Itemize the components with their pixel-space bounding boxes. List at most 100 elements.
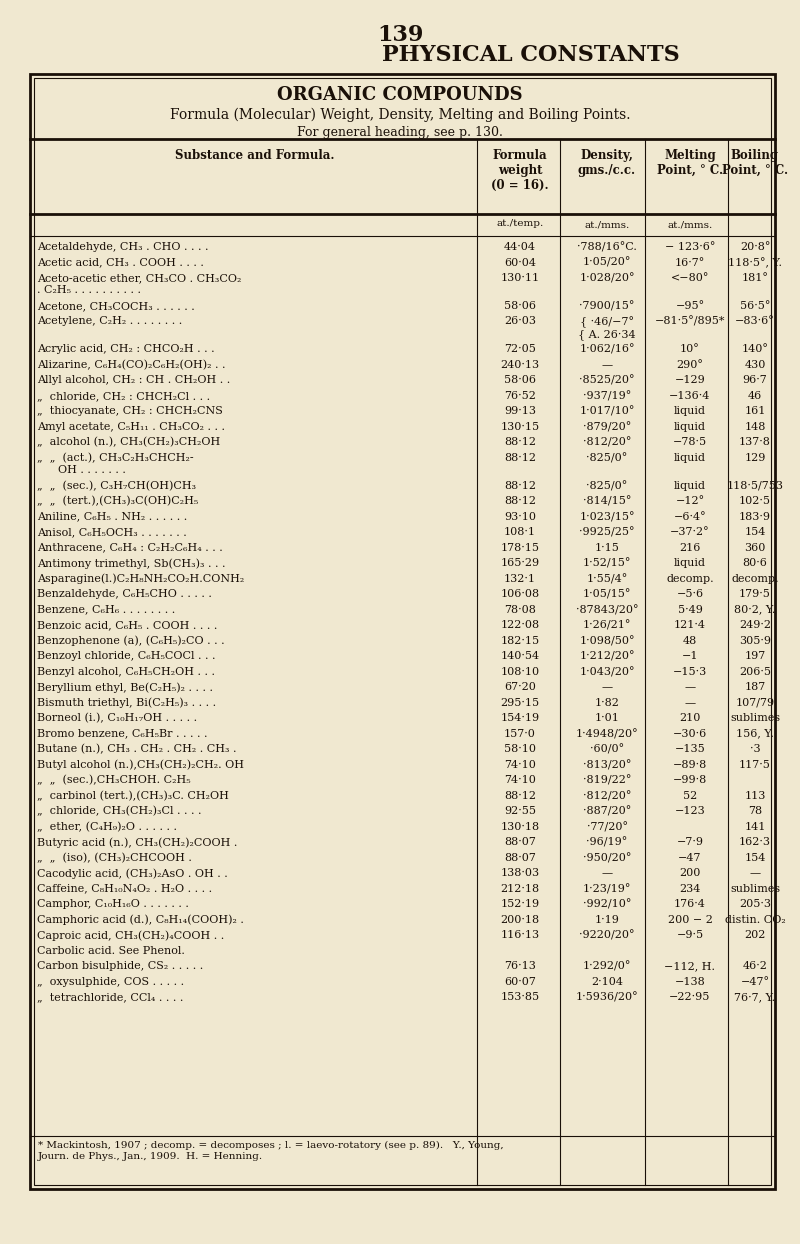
Text: „  tetrachloride, CCl₄ . . . .: „ tetrachloride, CCl₄ . . . . (37, 993, 183, 1003)
Text: 96·7: 96·7 (742, 376, 767, 386)
Text: ·96/19°: ·96/19° (586, 837, 628, 847)
Text: liquid: liquid (674, 480, 706, 490)
Text: 249·2: 249·2 (739, 621, 771, 631)
Text: 76·52: 76·52 (504, 391, 536, 401)
Text: 102·5: 102·5 (739, 496, 771, 506)
Text: 1·4948/20°: 1·4948/20° (576, 729, 638, 739)
Text: —: — (602, 360, 613, 369)
Text: —: — (602, 682, 613, 692)
Text: 138·03: 138·03 (501, 868, 539, 878)
Text: 200: 200 (679, 868, 701, 878)
Text: at./temp.: at./temp. (496, 219, 544, 228)
Text: 117·5: 117·5 (739, 760, 771, 770)
Text: 206·5: 206·5 (739, 667, 771, 677)
Text: Acrylic acid, CH₂ : CHCO₂H . . .: Acrylic acid, CH₂ : CHCO₂H . . . (37, 345, 214, 355)
Text: 130·11: 130·11 (501, 272, 539, 282)
Text: 202: 202 (744, 931, 766, 940)
Text: Caffeine, C₈H₁₀N₄O₂ . H₂O . . . .: Caffeine, C₈H₁₀N₄O₂ . H₂O . . . . (37, 883, 212, 893)
Text: ·812/20°: ·812/20° (583, 791, 631, 801)
Text: ·819/22°: ·819/22° (583, 775, 631, 785)
Text: 76·7, Y.: 76·7, Y. (734, 993, 775, 1003)
Text: —: — (602, 868, 613, 878)
Text: „  „  (iso), (CH₃)₂CHCOOH .: „ „ (iso), (CH₃)₂CHCOOH . (37, 852, 192, 863)
Text: 108·1: 108·1 (504, 527, 536, 537)
Text: „  „  (tert.),(CH₃)₃C(OH)C₂H₅: „ „ (tert.),(CH₃)₃C(OH)C₂H₅ (37, 496, 198, 506)
Text: − 123·6°: − 123·6° (665, 243, 715, 253)
Bar (34, 78, 771, 1186)
Text: 430: 430 (744, 360, 766, 369)
Text: ·813/20°: ·813/20° (583, 760, 631, 770)
Text: 113: 113 (744, 791, 766, 801)
Text: 200·18: 200·18 (501, 914, 539, 924)
Text: 152·19: 152·19 (501, 899, 539, 909)
Text: 56·5°: 56·5° (740, 301, 770, 311)
Text: 48: 48 (683, 636, 697, 646)
Text: 1·023/15°: 1·023/15° (579, 511, 634, 522)
Text: 1·15: 1·15 (594, 542, 619, 552)
Text: 132·1: 132·1 (504, 573, 536, 583)
Text: 72·05: 72·05 (504, 345, 536, 355)
Text: 88·07: 88·07 (504, 852, 536, 862)
Text: −1: −1 (682, 651, 698, 662)
Text: „  ether, (C₄H₉)₂O . . . . . .: „ ether, (C₄H₉)₂O . . . . . . (37, 822, 177, 832)
Text: 148: 148 (744, 422, 766, 432)
Text: 88·12: 88·12 (504, 496, 536, 506)
Text: Caproic acid, CH₃(CH₂)₄COOH . .: Caproic acid, CH₃(CH₂)₄COOH . . (37, 931, 224, 940)
Text: 1·292/0°: 1·292/0° (583, 962, 631, 972)
Text: Amyl acetate, C₅H₁₁ . CH₃CO₂ . . .: Amyl acetate, C₅H₁₁ . CH₃CO₂ . . . (37, 422, 225, 432)
Text: −78·5: −78·5 (673, 438, 707, 448)
Text: −47°: −47° (741, 977, 770, 986)
Text: at./mms.: at./mms. (584, 221, 630, 230)
Text: „  alcohol (n.), CH₃(CH₂)₃CH₂OH: „ alcohol (n.), CH₃(CH₂)₃CH₂OH (37, 438, 220, 448)
Text: 234: 234 (679, 883, 701, 893)
Text: −99·8: −99·8 (673, 775, 707, 785)
Text: 58·06: 58·06 (504, 301, 536, 311)
Text: ·887/20°: ·887/20° (583, 806, 631, 816)
Text: 118·5/753: 118·5/753 (726, 480, 783, 490)
Text: „  „  (sec.), C₃H₇CH(OH)CH₃: „ „ (sec.), C₃H₇CH(OH)CH₃ (37, 480, 196, 491)
Text: 74·10: 74·10 (504, 760, 536, 770)
Text: ·879/20°: ·879/20° (583, 422, 631, 432)
Text: Boiling
Point, ° C.: Boiling Point, ° C. (722, 149, 788, 177)
Text: „  chloride, CH₂ : CHCH₂Cl . . .: „ chloride, CH₂ : CHCH₂Cl . . . (37, 391, 210, 401)
Text: 88·12: 88·12 (504, 438, 536, 448)
Text: 212·18: 212·18 (501, 883, 539, 893)
Text: 165·29: 165·29 (501, 559, 539, 569)
Text: Benzoyl chloride, C₆H₅COCl . . .: Benzoyl chloride, C₆H₅COCl . . . (37, 651, 215, 662)
Text: ·77/20°: ·77/20° (586, 822, 627, 832)
Text: Bromo benzene, C₆H₅Br . . . . .: Bromo benzene, C₆H₅Br . . . . . (37, 729, 207, 739)
Text: 1·043/20°: 1·043/20° (579, 667, 634, 677)
Text: −12°: −12° (675, 496, 705, 506)
Text: 182·15: 182·15 (501, 636, 539, 646)
Text: 118·5°, Y.: 118·5°, Y. (728, 258, 782, 269)
Text: liquid: liquid (674, 407, 706, 417)
Text: 154: 154 (744, 852, 766, 862)
Text: −135: −135 (674, 744, 706, 754)
Text: Acetic acid, CH₃ . COOH . . . .: Acetic acid, CH₃ . COOH . . . . (37, 258, 204, 267)
Text: −129: −129 (674, 376, 706, 386)
Text: −123: −123 (674, 806, 706, 816)
Text: 240·13: 240·13 (501, 360, 539, 369)
Text: distin. CO₂: distin. CO₂ (725, 914, 786, 924)
Text: „  „  (sec.),CH₃CHOH. C₂H₅: „ „ (sec.),CH₃CHOH. C₂H₅ (37, 775, 190, 785)
Text: Bismuth triethyl, Bi(C₂H₅)₃ . . . .: Bismuth triethyl, Bi(C₂H₅)₃ . . . . (37, 698, 216, 708)
Text: ·60/0°: ·60/0° (590, 744, 624, 755)
Text: Benzophenone (a), (C₆H₅)₂CO . . .: Benzophenone (a), (C₆H₅)₂CO . . . (37, 636, 225, 647)
Text: 137·8: 137·8 (739, 438, 771, 448)
Text: 78·08: 78·08 (504, 605, 536, 615)
Text: 153·85: 153·85 (501, 993, 539, 1003)
Text: liquid: liquid (674, 422, 706, 432)
Text: 1·098/50°: 1·098/50° (579, 636, 634, 646)
Text: Carbolic acid. See Phenol.: Carbolic acid. See Phenol. (37, 945, 185, 955)
Text: −138: −138 (674, 977, 706, 986)
Text: 122·08: 122·08 (501, 621, 539, 631)
Text: 67·20: 67·20 (504, 682, 536, 692)
Text: ·87843/20°: ·87843/20° (576, 605, 638, 615)
Text: 99·13: 99·13 (504, 407, 536, 417)
Text: 16·7°: 16·7° (675, 258, 705, 267)
Text: 156, Y.: 156, Y. (736, 729, 774, 739)
Text: ·7900/15°: ·7900/15° (579, 301, 634, 311)
Text: 179·5: 179·5 (739, 590, 771, 600)
Text: Anthracene, C₆H₄ : C₂H₂C₆H₄ . . .: Anthracene, C₆H₄ : C₂H₂C₆H₄ . . . (37, 542, 222, 552)
Text: Formula (Molecular) Weight, Density, Melting and Boiling Points.: Formula (Molecular) Weight, Density, Mel… (170, 108, 630, 122)
